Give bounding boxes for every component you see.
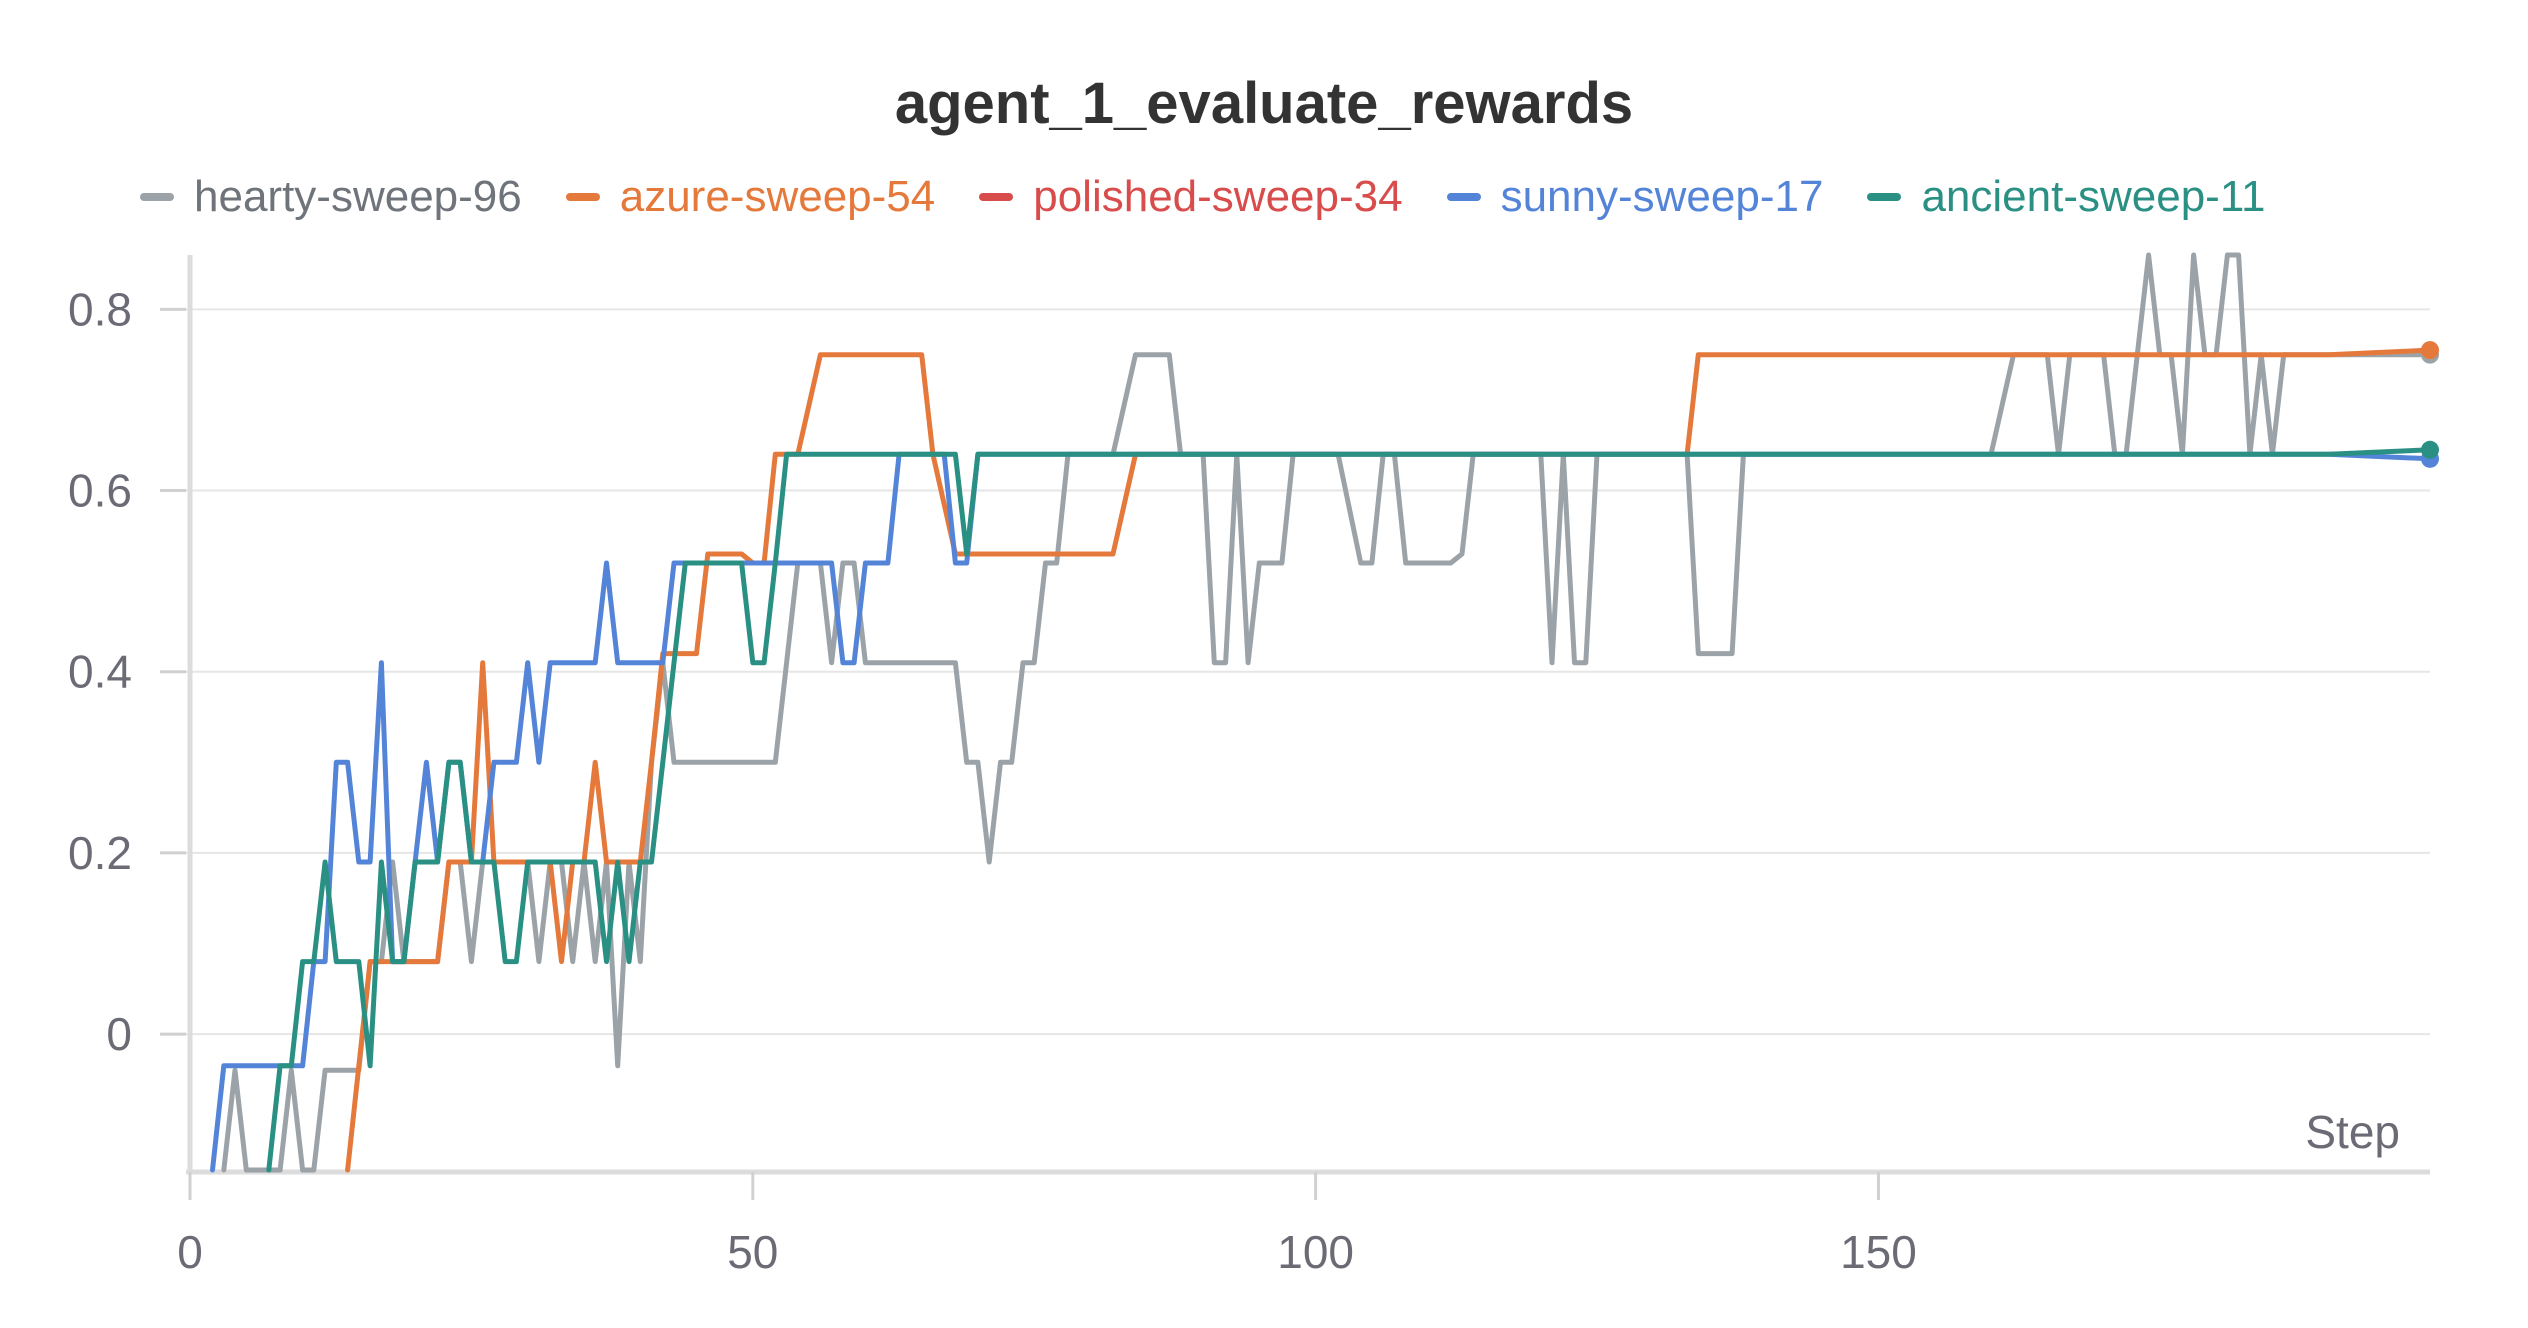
y-tick-label: 0.6 — [68, 465, 132, 517]
legend-label: azure-sweep-54 — [619, 172, 936, 221]
legend-label: polished-sweep-34 — [1033, 172, 1403, 221]
chart-title: agent_1_evaluate_rewards — [894, 71, 1634, 136]
legend-item-azure-sweep-54[interactable]: azure-sweep-54 — [565, 172, 936, 222]
axes — [160, 255, 2430, 1200]
legend-swatch — [979, 193, 1014, 201]
series-end-marker-ancient-sweep-11 — [2421, 440, 2439, 459]
series-line-ancient-sweep-11 — [266, 447, 2433, 1173]
x-tick-label: 50 — [727, 1226, 778, 1278]
x-axis-label: Step — [2305, 1106, 2400, 1158]
legend-item-polished-sweep-34[interactable]: polished-sweep-34 — [979, 172, 1403, 222]
y-tick-label: 0.8 — [68, 283, 132, 335]
series-line-sunny-sweep-17 — [210, 451, 2433, 1173]
legend-swatch — [140, 193, 174, 201]
series-line-azure-sweep-54 — [345, 347, 2433, 1173]
y-tick-label: 0.2 — [68, 827, 132, 879]
legend: hearty-sweep-96 azure-sweep-54 polished-sw… — [140, 162, 2266, 232]
y-tick-label: 0 — [106, 1008, 132, 1060]
legend-swatch — [1867, 193, 1902, 201]
y-tick-label: 0.4 — [68, 646, 132, 698]
legend-label: sunny-sweep-17 — [1500, 172, 1824, 221]
legend-swatch — [565, 193, 600, 201]
legend-item-ancient-sweep-11[interactable]: ancient-sweep-11 — [1867, 172, 2266, 222]
series-end-marker-azure-sweep-54 — [2421, 341, 2439, 360]
series-lines — [210, 252, 2439, 1173]
series-line-hearty-sweep-96 — [221, 252, 2433, 1173]
legend-item-hearty-sweep-96[interactable]: hearty-sweep-96 — [140, 172, 522, 222]
legend-label: ancient-sweep-11 — [1921, 172, 2266, 221]
legend-item-sunny-sweep-17[interactable]: sunny-sweep-17 — [1446, 172, 1824, 222]
grid-lines — [160, 308, 2430, 1036]
legend-swatch — [1446, 193, 1481, 201]
x-tick-label: 150 — [1840, 1226, 1917, 1278]
x-tick-label: 100 — [1277, 1226, 1354, 1278]
x-tick-label: 0 — [177, 1226, 203, 1278]
legend-label: hearty-sweep-96 — [194, 172, 522, 221]
tick-labels: 0 0.2 0.4 0.6 0.8 0 50 100 150 — [68, 283, 1917, 1278]
